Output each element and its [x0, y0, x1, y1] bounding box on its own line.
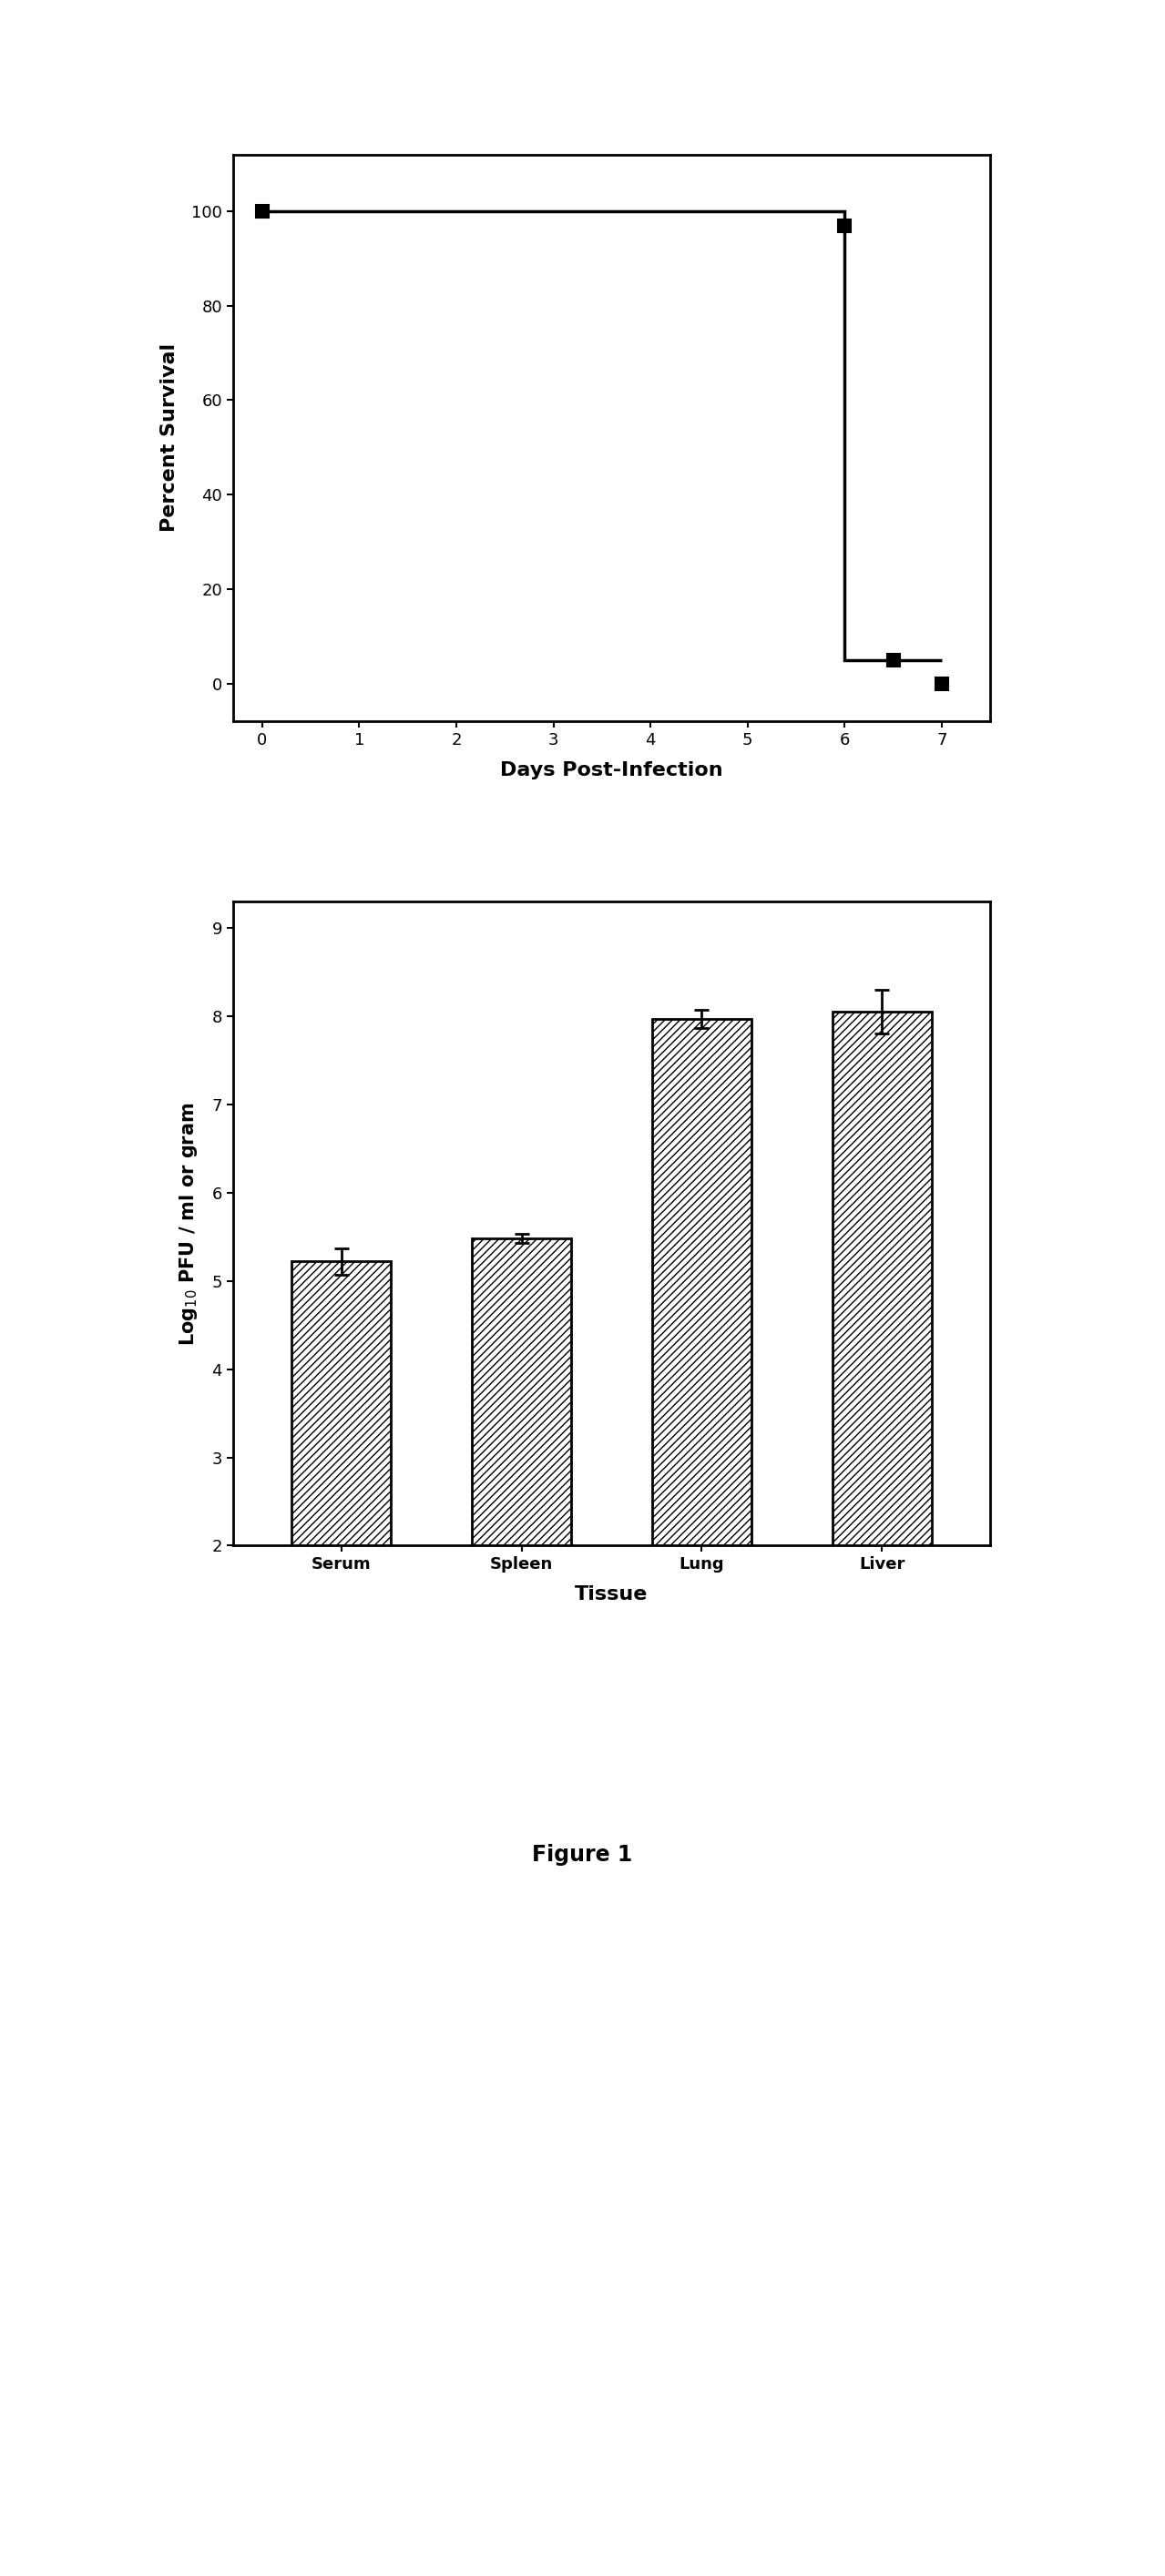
Bar	[652, 1020, 751, 1546]
X-axis label: Days Post-Infection: Days Post-Infection	[500, 760, 723, 781]
Bar	[291, 1262, 390, 1546]
Y-axis label: Percent Survival: Percent Survival	[161, 343, 178, 533]
Text: Figure 1: Figure 1	[532, 1844, 633, 1865]
X-axis label: Tissue: Tissue	[576, 1584, 648, 1605]
Bar	[472, 1239, 571, 1546]
Y-axis label: Log$_{10}$ PFU / ml or gram: Log$_{10}$ PFU / ml or gram	[177, 1103, 199, 1345]
Bar	[833, 1012, 932, 1546]
